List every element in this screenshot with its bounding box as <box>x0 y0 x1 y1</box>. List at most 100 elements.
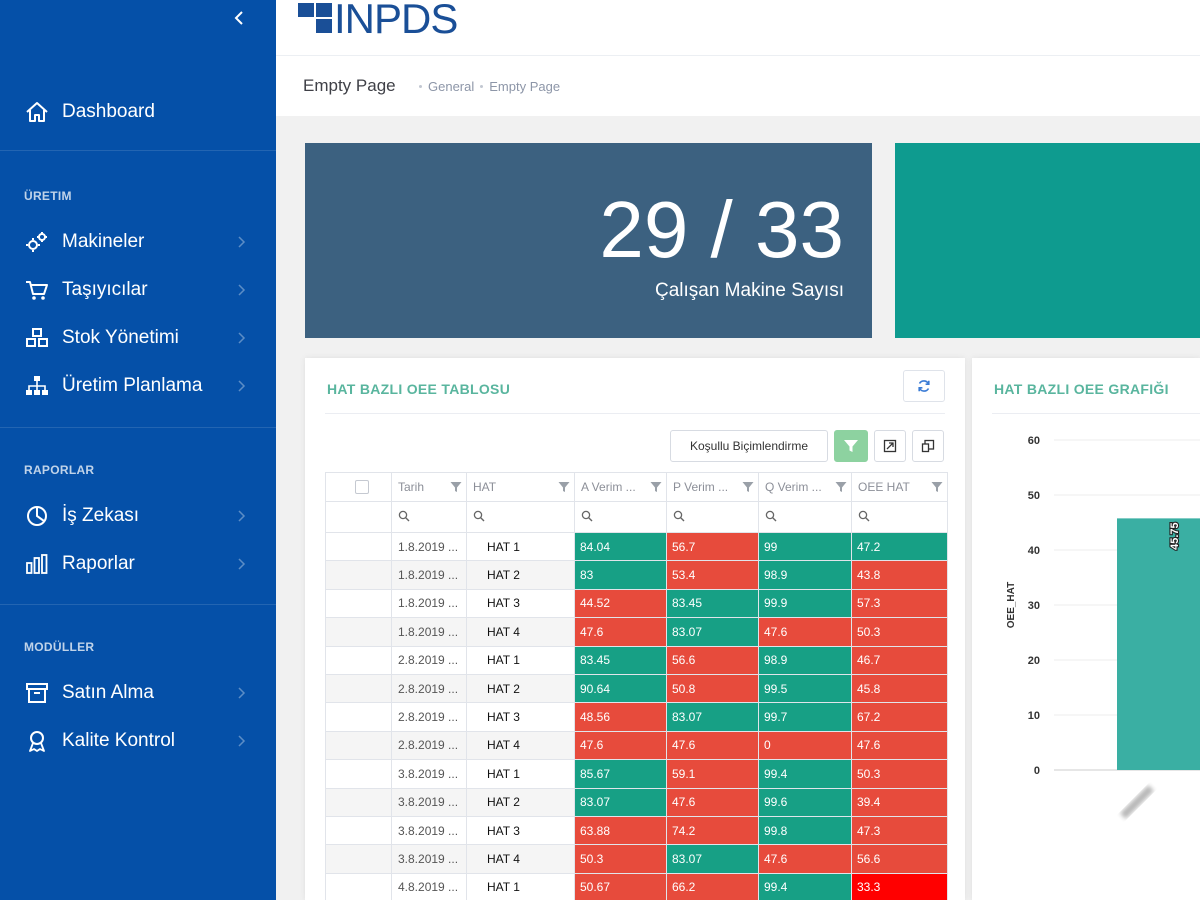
sidebar-item-tasiyicilar[interactable]: Taşıyıcılar <box>24 275 254 305</box>
collapse-sidebar-icon[interactable] <box>230 8 248 28</box>
filter-cell[interactable] <box>851 501 948 533</box>
sidebar-item-label: Satın Alma <box>62 682 154 703</box>
export-button[interactable] <box>874 430 906 462</box>
sidebar-item-satin-alma[interactable]: Satın Alma <box>24 678 254 708</box>
x-tick-label-blurred <box>1120 785 1154 819</box>
bar-chart-icon <box>24 552 50 576</box>
sitemap-icon <box>24 374 50 398</box>
column-chooser-button[interactable] <box>912 430 944 462</box>
column-filter-icon[interactable] <box>835 481 847 496</box>
hat-cell: HAT 1 <box>466 759 575 789</box>
table-row[interactable]: 3.8.2019 ... HAT 2 83.07 47.6 99.6 39.4 <box>325 787 948 817</box>
oee-hat-cell: 39.4 <box>851 787 948 817</box>
hat-cell: HAT 3 <box>466 588 575 619</box>
p-verim-cell: 83.07 <box>666 702 759 732</box>
column-header-label: Tarih <box>398 480 425 494</box>
conditional-formatting-button[interactable]: Koşullu Biçimlendirme <box>670 430 828 462</box>
column-header[interactable]: HAT <box>466 472 575 502</box>
sidebar-item-kalite-kontrol[interactable]: Kalite Kontrol <box>24 726 254 756</box>
date-cell: 1.8.2019 ... <box>391 588 467 619</box>
column-header[interactable]: Q Verim ... <box>758 472 852 502</box>
logo-text: INPDS <box>334 0 458 42</box>
column-header[interactable]: P Verim ... <box>666 472 759 502</box>
hat-cell: HAT 4 <box>466 844 575 874</box>
row-select-cell <box>325 730 392 761</box>
column-filter-icon[interactable] <box>450 481 462 496</box>
grid-toolbar: Koşullu Biçimlendirme <box>670 430 944 462</box>
y-tick-label: 30 <box>1028 600 1040 612</box>
sidebar-item-raporlar[interactable]: Raporlar <box>24 549 254 579</box>
breadcrumb-general[interactable]: General <box>428 79 475 94</box>
refresh-button[interactable] <box>903 370 945 402</box>
table-row[interactable]: 3.8.2019 ... HAT 3 63.88 74.2 99.8 47.3 <box>325 815 948 846</box>
hat-cell: HAT 1 <box>466 531 575 562</box>
table-row[interactable]: 2.8.2019 ... HAT 3 48.56 83.07 99.7 67.2 <box>325 702 948 732</box>
sidebar-item-label: Stok Yönetimi <box>62 327 179 348</box>
hat-cell: HAT 4 <box>466 617 575 647</box>
a-verim-cell: 47.6 <box>574 617 667 647</box>
sidebar-item-is-zekasi[interactable]: İş Zekası <box>24 501 254 531</box>
filter-toggle-button[interactable] <box>834 430 868 462</box>
column-header-label: P Verim ... <box>673 480 729 494</box>
search-icon <box>765 510 777 521</box>
filter-cell[interactable] <box>574 501 667 533</box>
table-row[interactable]: 1.8.2019 ... HAT 4 47.6 83.07 47.6 50.3 <box>325 617 948 647</box>
filter-cell[interactable] <box>466 501 575 533</box>
chevron-right-icon <box>236 686 246 700</box>
row-select-cell <box>325 560 392 590</box>
column-header-label: Q Verim ... <box>765 480 822 494</box>
column-filter-icon[interactable] <box>931 481 943 496</box>
date-cell: 2.8.2019 ... <box>391 645 467 675</box>
sidebar-item-dashboard[interactable]: Dashboard <box>24 97 254 127</box>
table-row[interactable]: 4.8.2019 ... HAT 1 50.67 66.2 99.4 33.3 <box>325 872 948 900</box>
table-row[interactable]: 3.8.2019 ... HAT 1 85.67 59.1 99.4 50.3 <box>325 759 948 789</box>
q-verim-cell: 99.4 <box>758 759 852 789</box>
table-row[interactable]: 2.8.2019 ... HAT 2 90.64 50.8 99.5 45.8 <box>325 673 948 704</box>
portlet-title: HAT BAZLI OEE GRAFIĞI <box>994 381 1169 397</box>
row-select-cell <box>325 815 392 846</box>
filter-cell[interactable] <box>758 501 852 533</box>
cubes-icon <box>24 326 50 350</box>
filter-cell[interactable] <box>391 501 467 533</box>
date-cell: 1.8.2019 ... <box>391 531 467 562</box>
row-select-cell <box>325 645 392 675</box>
kpi-running-machines: 29 / 33 Çalışan Makine Sayısı <box>305 143 872 338</box>
column-header[interactable]: Tarih <box>391 472 467 502</box>
date-cell: 3.8.2019 ... <box>391 759 467 789</box>
logo-mark-icon <box>298 3 332 33</box>
column-header[interactable]: A Verim ... <box>574 472 667 502</box>
column-filter-icon[interactable] <box>650 481 662 496</box>
sidebar-divider <box>0 150 276 151</box>
filter-cell[interactable] <box>666 501 759 533</box>
date-cell: 3.8.2019 ... <box>391 787 467 817</box>
table-row[interactable]: 1.8.2019 ... HAT 3 44.52 83.45 99.9 57.3 <box>325 588 948 619</box>
table-row[interactable]: 2.8.2019 ... HAT 1 83.45 56.6 98.9 46.7 <box>325 645 948 675</box>
table-row[interactable]: 1.8.2019 ... HAT 2 83 53.4 98.9 43.8 <box>325 560 948 590</box>
column-header[interactable]: OEE HAT <box>851 472 948 502</box>
row-select-cell <box>325 531 392 562</box>
q-verim-cell: 99.5 <box>758 673 852 704</box>
select-all-checkbox[interactable] <box>354 480 369 494</box>
q-verim-cell: 98.9 <box>758 560 852 590</box>
select-all-cell[interactable] <box>325 472 392 502</box>
breadcrumb-empty-page[interactable]: Empty Page <box>489 79 561 94</box>
sidebar-item-uretim-planlama[interactable]: Üretim Planlama <box>24 371 254 401</box>
sidebar-item-stok-yonetimi[interactable]: Stok Yönetimi <box>24 323 254 353</box>
column-filter-icon[interactable] <box>558 481 570 496</box>
table-row[interactable]: 2.8.2019 ... HAT 4 47.6 47.6 0 47.6 <box>325 730 948 761</box>
oee-hat-cell: 56.6 <box>851 844 948 874</box>
chevron-right-icon <box>236 331 246 345</box>
q-verim-cell: 47.6 <box>758 844 852 874</box>
logo[interactable]: INPDS <box>298 0 458 42</box>
y-tick-label: 0 <box>1034 765 1040 777</box>
gears-icon <box>24 230 50 254</box>
row-select-cell <box>325 588 392 619</box>
section-moduller: MODÜLLER <box>24 640 95 654</box>
q-verim-cell: 0 <box>758 730 852 761</box>
column-filter-icon[interactable] <box>742 481 754 496</box>
kpi-label: Çalışan Makine Sayısı <box>654 280 844 301</box>
sidebar-item-makineler[interactable]: Makineler <box>24 227 254 257</box>
table-row[interactable]: 1.8.2019 ... HAT 1 84.04 56.7 99 47.2 <box>325 531 948 562</box>
column-header-label: A Verim ... <box>581 480 636 494</box>
table-row[interactable]: 3.8.2019 ... HAT 4 50.3 83.07 47.6 56.6 <box>325 844 948 874</box>
